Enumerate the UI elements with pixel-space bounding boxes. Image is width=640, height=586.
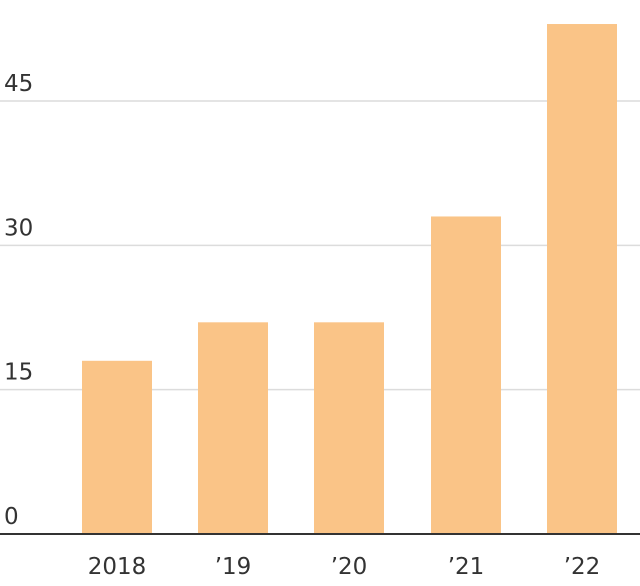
y-tick-label-0: 0: [4, 504, 19, 530]
x-tick-label-2: ’20: [331, 554, 368, 580]
x-tick-label-1: ’19: [215, 554, 252, 580]
tick-labels: 0 15 30 45 2018 ’19 ’20 ’21 ’22: [4, 71, 600, 580]
y-tick-label-30: 30: [4, 215, 33, 241]
y-tick-label-45: 45: [4, 71, 33, 97]
bar-2: [314, 322, 384, 534]
bars: [82, 24, 617, 535]
bar-0: [82, 360, 152, 534]
x-tick-label-0: 2018: [88, 554, 147, 580]
bar-3: [431, 216, 501, 534]
x-tick-label-3: ’21: [448, 554, 485, 580]
y-tick-label-15: 15: [4, 360, 33, 386]
bar-1: [198, 322, 268, 534]
x-tick-label-4: ’22: [564, 554, 601, 580]
bar-4: [547, 24, 617, 535]
